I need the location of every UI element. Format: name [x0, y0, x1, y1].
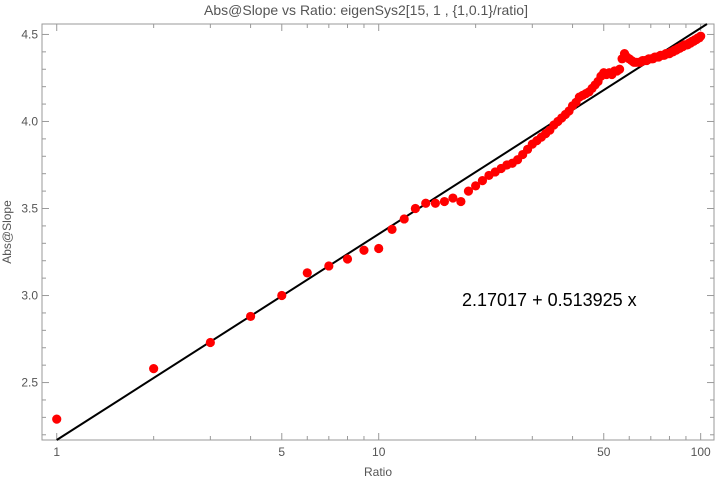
data-point [477, 176, 488, 186]
data-points [52, 31, 706, 424]
data-point [302, 268, 312, 278]
fit-line [56, 23, 708, 441]
data-point [696, 31, 706, 41]
data-point [410, 203, 420, 214]
x-axis-ticks: 1 5 10 50 100 [41, 24, 711, 459]
y-tick-label: 3.0 [21, 289, 38, 303]
x-tick-label: 5 [278, 445, 285, 459]
y-axis-ticks: 2.5 3.0 3.5 4.0 4.5 [21, 27, 714, 436]
data-point [448, 193, 458, 203]
data-point [359, 245, 369, 255]
x-axis-label: Ratio [364, 465, 392, 479]
x-tick-label: 100 [691, 445, 711, 459]
data-point [463, 186, 474, 196]
data-point [342, 254, 353, 264]
data-point [52, 414, 62, 424]
data-point [149, 364, 159, 374]
data-point [614, 64, 625, 74]
x-tick-label: 10 [372, 445, 386, 459]
y-tick-label: 4.0 [21, 114, 38, 128]
data-point [277, 290, 287, 301]
data-point [399, 214, 409, 224]
x-tick-label: 50 [597, 445, 611, 459]
y-tick-label: 2.5 [21, 376, 38, 390]
y-tick-label: 3.5 [21, 202, 38, 216]
data-point [374, 243, 384, 254]
data-point [387, 224, 397, 234]
data-point [439, 196, 450, 207]
y-tick-label: 4.5 [21, 27, 38, 41]
data-point [430, 198, 440, 208]
data-point [205, 337, 215, 348]
data-point [456, 196, 466, 207]
data-point [471, 181, 481, 191]
data-point [421, 198, 431, 208]
plot-frame [41, 23, 715, 441]
y-axis-label: Abs@Slope [0, 200, 14, 264]
fit-equation-label: 2.17017 + 0.513925 x [462, 290, 637, 310]
data-point [245, 311, 256, 322]
data-point [324, 261, 334, 271]
chart-title: Abs@Slope vs Ratio: eigenSys2[15, 1 , {1… [204, 2, 528, 18]
x-tick-label: 1 [53, 445, 60, 459]
